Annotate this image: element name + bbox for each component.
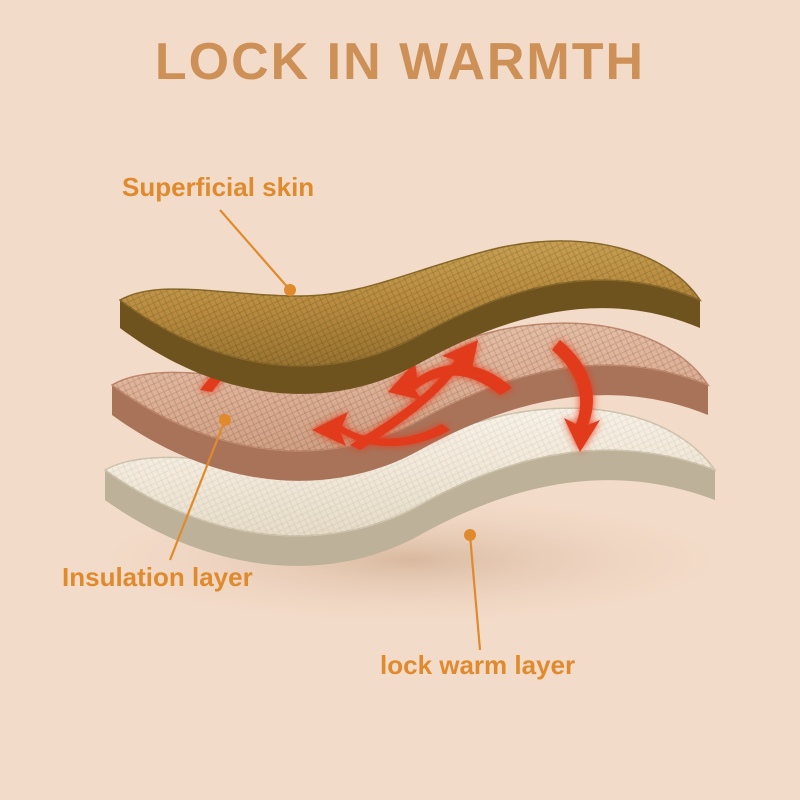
label-top: Superficial skin — [122, 172, 314, 203]
label-bottom: lock warm layer — [380, 650, 575, 681]
infographic-canvas: LOCK IN WARMTH — [0, 0, 800, 800]
label-mid: Insulation layer — [62, 562, 253, 593]
